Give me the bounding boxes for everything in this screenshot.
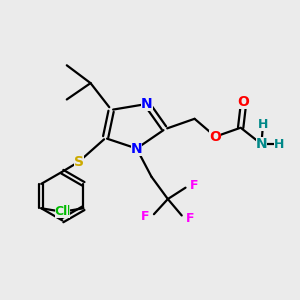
Text: Cl: Cl [55, 205, 68, 218]
Text: N: N [131, 142, 142, 155]
Text: N: N [141, 97, 153, 111]
Text: H: H [258, 118, 268, 131]
Text: F: F [190, 179, 199, 192]
Text: O: O [209, 130, 221, 144]
Text: F: F [141, 210, 150, 224]
Text: H: H [274, 138, 284, 151]
Text: O: O [238, 95, 250, 110]
Text: N: N [256, 137, 267, 151]
Text: S: S [74, 155, 84, 169]
Text: F: F [186, 212, 194, 225]
Text: Cl: Cl [57, 205, 70, 218]
